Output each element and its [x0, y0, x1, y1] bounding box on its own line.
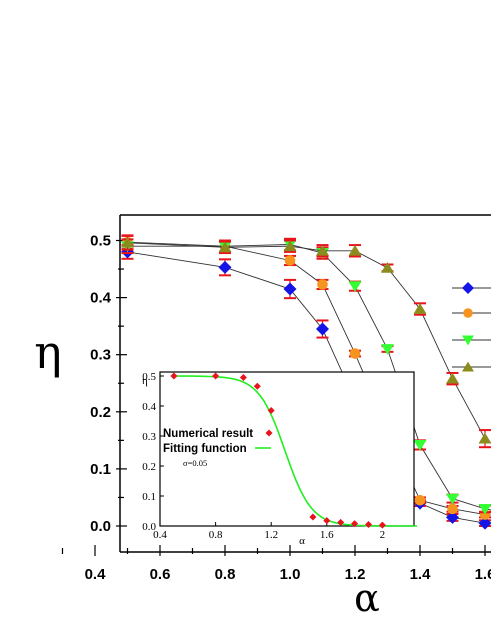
data-point-triangle-down — [381, 344, 394, 355]
inset-frame — [159, 371, 415, 527]
legend-clipped — [452, 282, 491, 372]
data-point-diamond — [218, 260, 232, 274]
x-tick-label: 0.4 — [85, 566, 107, 583]
data-point-diamond — [478, 516, 491, 530]
x-tick-label: 1.0 — [280, 566, 301, 583]
data-point-triangle-down — [446, 493, 459, 505]
x-tick-label: 0.6 — [150, 566, 171, 583]
inset-legend-numerical: Numerical result — [163, 428, 253, 440]
data-point-circle — [414, 495, 426, 506]
inset-data-point — [239, 374, 247, 381]
x-tick-label: 1.6 — [475, 566, 491, 583]
inset-y-tick-label: 0.0 — [142, 521, 156, 533]
data-point-circle — [284, 255, 296, 266]
data-point-triangle-up — [283, 240, 297, 252]
x-tick-label: 0.8 — [215, 566, 236, 583]
x-tick-label: 1.2 — [345, 566, 366, 583]
inset-y-tick-label: 0.1 — [142, 491, 156, 503]
data-point-diamond — [316, 322, 329, 336]
y-axis-label: η — [34, 325, 62, 379]
inset-data-point — [212, 372, 220, 380]
y-tick-label: 0.0 — [90, 518, 111, 535]
inset-plot: 0.0 0.1 0.2 0.3 0.4 0.5 0.4 0.8 1.2 1.6 2 η α Numeric… — [142, 371, 418, 547]
data-point-triangle-down — [348, 281, 362, 293]
y-tick-label: 0.4 — [90, 290, 112, 307]
inset-x-axis-label: α — [299, 535, 305, 547]
inset-data-point — [170, 372, 178, 380]
main-axes: 0.0 0.1 0.2 0.3 0.4 0.5 0.4 0.6 0.8 1.0 1.2 1.4 1.6 1… — [61, 233, 491, 583]
data-point-triangle-up — [316, 244, 329, 256]
inset-data-point — [267, 407, 275, 414]
x-tick-label: 1.4 — [410, 566, 432, 583]
data-point-triangle-up — [413, 303, 427, 314]
inset-y-tick-label: 0.2 — [142, 461, 156, 473]
inset-data-point — [337, 518, 345, 526]
data-point-triangle-down — [413, 440, 427, 451]
inset-data-point — [365, 521, 372, 528]
inset-x-tick-label: 1.6 — [320, 529, 334, 541]
data-point-triangle-up — [348, 244, 362, 256]
inset-x-tick-label: 1.2 — [264, 529, 278, 541]
data-point-triangle-up — [478, 432, 491, 444]
data-point-triangle-down — [462, 335, 474, 346]
data-point-diamond — [283, 282, 297, 296]
data-point-diamond — [462, 282, 474, 294]
y-tick-label: 0.3 — [90, 347, 111, 364]
inset-x-tick-label: 2 — [380, 529, 386, 541]
x-axis-label: α — [354, 576, 380, 620]
data-point-triangle-up — [446, 372, 459, 384]
inset-data-point — [309, 513, 317, 521]
inset-data-point — [351, 520, 359, 528]
inset-data-point — [323, 517, 331, 525]
inset-legend-marker — [265, 429, 273, 437]
data-point-circle — [317, 279, 328, 290]
data-point-circle — [447, 503, 458, 515]
inset-data-point — [378, 521, 386, 529]
y-tick-label: 0.2 — [90, 404, 111, 421]
data-point-circle — [463, 308, 473, 318]
inset-y-axis-label: η — [142, 375, 148, 387]
inset-x-tick-label: 0.4 — [153, 529, 167, 541]
inset-y-tick-label: 0.4 — [142, 401, 156, 413]
inset-x-tick-label: 0.8 — [209, 529, 223, 541]
inset-data-point — [253, 382, 261, 390]
inset-y-tick-label: 0.3 — [142, 431, 156, 443]
inset-legend-fitting: Fitting function — [163, 443, 247, 455]
data-point-triangle-up — [462, 361, 474, 372]
data-point-circle — [349, 348, 361, 359]
inset-y-tick-label: 0.5 — [142, 371, 156, 383]
data-point-diamond — [446, 510, 459, 524]
data-point-triangle-up — [381, 262, 394, 273]
y-tick-label: 0.1 — [90, 461, 111, 478]
inset-sigma-annotation: σ=0.05 — [183, 458, 207, 468]
y-tick-label: 0.5 — [90, 233, 111, 250]
data-point-triangle-down — [478, 503, 491, 515]
series-triangle-up — [121, 234, 491, 449]
data-point-triangle-up — [218, 241, 232, 253]
data-point-triangle-up — [121, 236, 134, 248]
